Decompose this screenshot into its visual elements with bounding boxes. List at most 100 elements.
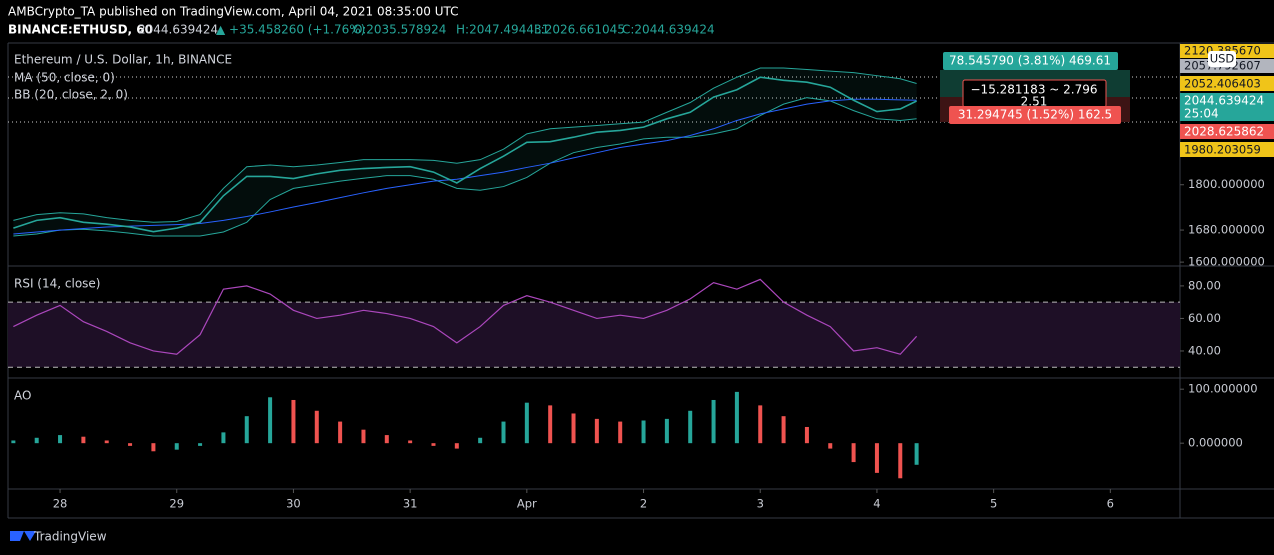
ao-bar (174, 443, 179, 450)
rsi-line (13, 278, 918, 355)
legend-title: Ethereum / U.S. Dollar, 1h, BINANCE (14, 53, 232, 67)
ao-bar (314, 410, 319, 444)
x-tick-label: 6 (1107, 497, 1114, 511)
timer: 25:04 (1184, 107, 1219, 121)
x-tick-label: 31 (403, 497, 418, 511)
ao-bar (431, 443, 436, 446)
symbol: BINANCE:ETHUSD, 60 (8, 23, 153, 37)
measure-up-text: 78.545790 (3.81%) 469.61 (949, 54, 1111, 68)
y-tick-label: 1680.000000 (1188, 223, 1265, 237)
x-tick-label: 5 (990, 497, 997, 511)
ao-bar (104, 440, 109, 444)
x-tick-label: 28 (53, 497, 68, 511)
legend-rsi: RSI (14, close) (14, 277, 100, 291)
label-box (1180, 76, 1274, 91)
bb-fill (13, 68, 917, 236)
ao-bar (361, 429, 366, 444)
ao-bar (338, 421, 343, 444)
ma-line (13, 98, 917, 235)
ao-bar (128, 443, 133, 446)
ao-bar (11, 440, 16, 444)
last-price: 2044.639424 (1184, 94, 1264, 108)
measure-down-text: 31.294745 (1.52%) 162.5 (958, 108, 1112, 122)
price-label: 2120.385670 (1184, 44, 1261, 58)
legend-ma: MA (50, close, 0) (14, 71, 115, 85)
ao-bar (268, 397, 273, 444)
footer: TradingView (33, 530, 107, 544)
measure-up (943, 52, 1118, 70)
ao-bar (454, 443, 459, 449)
high: H:2047.494431 (456, 23, 549, 37)
currency[interactable]: USD (1210, 52, 1235, 66)
ao-bar (594, 418, 599, 444)
ao-bar (478, 437, 483, 444)
ao-bar (58, 435, 63, 444)
ao-bar (898, 443, 903, 479)
ao-bar (571, 413, 576, 444)
y-tick-label: 1800.000000 (1188, 177, 1265, 191)
y-tick-label: 80.00 (1188, 278, 1221, 292)
ao-bar (384, 435, 389, 444)
ao-bar (151, 443, 156, 452)
ao-bar (851, 443, 856, 463)
y-tick-label: 60.00 (1188, 311, 1221, 325)
ao-bar (244, 416, 249, 444)
open: O:2035.578924 (353, 23, 446, 37)
ao-bar (804, 426, 809, 444)
y-tick-label: 40.00 (1188, 343, 1221, 357)
price-label: 2052.406403 (1184, 77, 1261, 91)
y-tick-label: 100.000000 (1188, 382, 1258, 396)
last: 2044.639424 (138, 23, 218, 37)
rsi-band (8, 302, 1180, 368)
ao-bar (734, 391, 739, 444)
measure-range-text: 2.51 (1021, 95, 1048, 109)
published: AMBCrypto_TA published on TradingView.co… (8, 5, 459, 19)
ao-bar (34, 437, 39, 444)
ao-bar (758, 405, 763, 444)
ao-bar (408, 440, 413, 444)
y-tick-label: 0.000000 (1188, 436, 1243, 450)
price-line (13, 76, 917, 233)
bb-line (13, 97, 917, 237)
bb-line (13, 67, 917, 223)
ao-bar (914, 443, 919, 465)
y-tick-label: 1600.000000 (1188, 255, 1265, 269)
x-tick-label: 4 (873, 497, 880, 511)
price-label: 2028.625862 (1184, 125, 1264, 139)
pane-borders (7, 42, 1274, 519)
ao-bar (81, 436, 86, 444)
x-tick-label: Apr (517, 497, 537, 511)
low: L:2026.661045 (534, 23, 625, 37)
label-box (1180, 142, 1274, 157)
change: ▲ +35.458260 (+1.76%) (216, 23, 365, 37)
legend-ao: AO (14, 389, 31, 403)
ao-bar (501, 421, 506, 444)
price-label: 1980.203059 (1184, 143, 1261, 157)
ao-bar (781, 416, 786, 444)
legend-bb: BB (20, close, 2, 0) (14, 88, 128, 102)
measure-down (949, 106, 1121, 124)
ao-bar (618, 421, 623, 444)
x-tick-label: 2 (640, 497, 647, 511)
ao-bar (524, 402, 529, 444)
ao-bar (221, 432, 226, 444)
ao-bar (198, 443, 203, 446)
ao-bar (828, 443, 833, 449)
x-tick-label: 3 (757, 497, 764, 511)
currency-badge[interactable] (1208, 51, 1236, 67)
x-tick-label: 29 (169, 497, 184, 511)
close: C:2044.639424 (622, 23, 715, 37)
label-box (1180, 93, 1274, 121)
ao-bar (874, 443, 879, 473)
ao-bar (548, 405, 553, 444)
ao-bar (664, 418, 669, 444)
x-tick-label: 30 (286, 497, 301, 511)
label-box (1180, 124, 1274, 139)
logo (10, 531, 36, 541)
ao-bar (711, 399, 716, 444)
ao-bar (291, 399, 296, 444)
measure-range-text: −15.281183 ~ 2.796 (971, 83, 1098, 97)
ao-bar (641, 420, 646, 444)
ao-bar (688, 410, 693, 444)
